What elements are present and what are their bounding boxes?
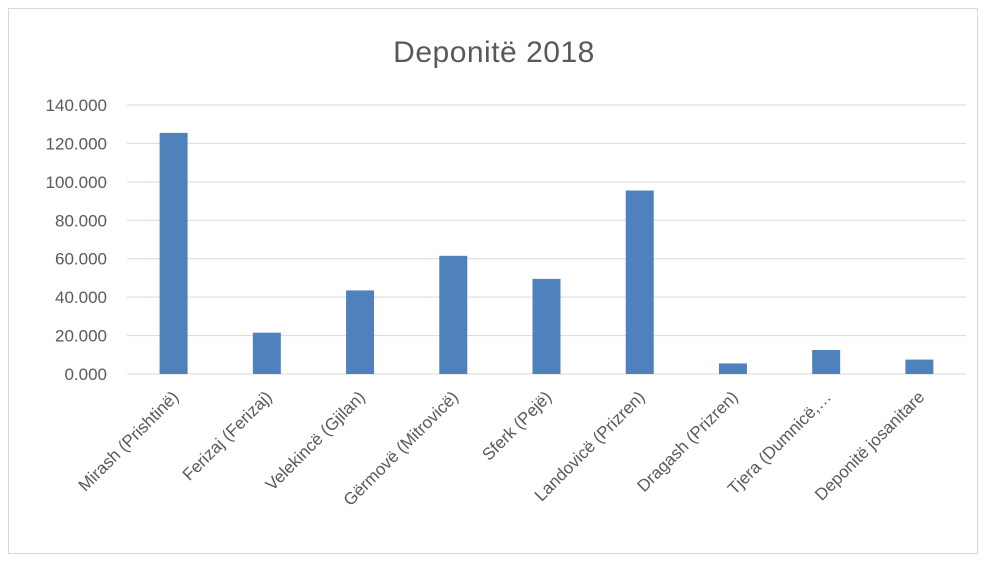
y-tick-label: 120.000 [46,134,107,153]
bar [812,349,841,374]
bar [905,359,934,374]
bar [625,190,654,374]
bar [718,363,747,374]
y-tick-label: 100.000 [46,173,107,192]
x-category-label: Mirash (Prishtinë) [75,387,183,495]
x-category-label: Tjera (Dumnicë,… [724,387,835,498]
bar [252,332,281,374]
y-tick-label: 20.000 [55,327,107,346]
y-tick-label: 40.000 [55,288,107,307]
y-tick-label: 80.000 [55,211,107,230]
x-category-label: Dragash (Prizren) [633,387,741,495]
x-category-label: Velekincë (Gjilan) [262,387,369,494]
y-tick-label: 0.000 [64,365,107,384]
chart-title: Deponitë 2018 [393,36,595,69]
bar [346,290,375,374]
y-tick-label: 60.000 [55,250,107,269]
x-category-label: Ferizaj (Ferizaj) [179,387,276,484]
x-category-label: Sferk (Pejë) [478,387,555,464]
y-tick-label: 140.000 [46,96,107,115]
bar [532,278,561,374]
bar [159,132,188,374]
bar [439,255,468,374]
